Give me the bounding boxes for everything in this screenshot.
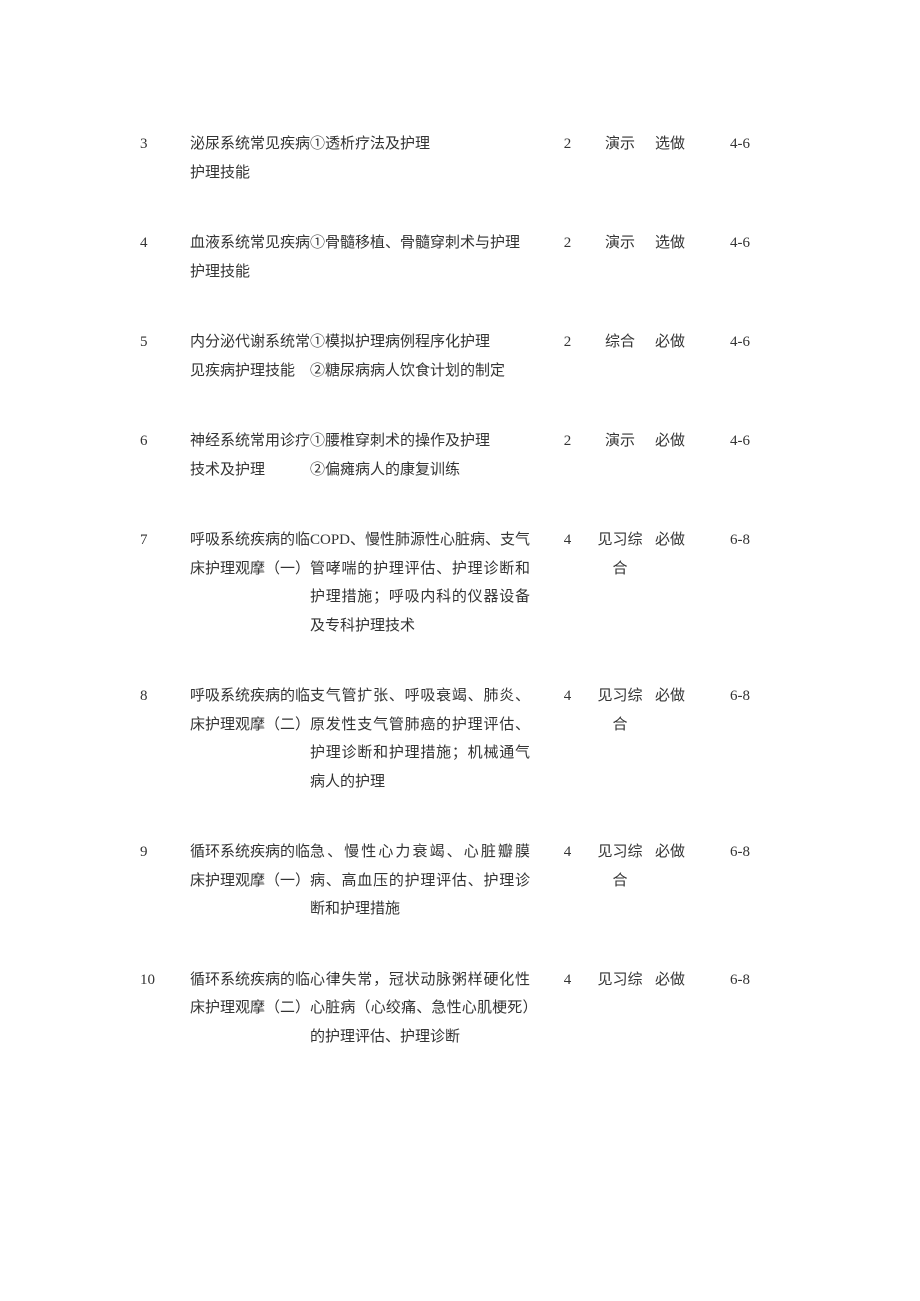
table-row: 10 循环系统疾病的临床护理观摩（二） 心律失常，冠状动脉粥样硬化性心脏病（心绞…	[140, 966, 785, 1052]
row-req: 必做	[645, 966, 695, 995]
row-number: 3	[140, 130, 190, 159]
row-type: 演示	[595, 229, 645, 258]
row-number: 8	[140, 682, 190, 711]
row-type: 见习综合	[595, 526, 645, 583]
table-row: 7 呼吸系统疾病的临床护理观摩（一） COPD、慢性肺源性心脏病、支气管哮喘的护…	[140, 526, 785, 640]
table-row: 9 循环系统疾病的临床护理观摩（一） 急、慢性心力衰竭、心脏瓣膜病、高血压的护理…	[140, 838, 785, 924]
content-line: ①模拟护理病例程序化护理	[310, 328, 530, 357]
row-content: 心律失常，冠状动脉粥样硬化性心脏病（心绞痛、急性心肌梗死）的护理评估、护理诊断	[310, 966, 540, 1052]
row-name: 呼吸系统疾病的临床护理观摩（一）	[190, 526, 310, 583]
row-number: 4	[140, 229, 190, 258]
row-req: 必做	[645, 526, 695, 555]
row-range: 6-8	[695, 682, 750, 711]
row-content: 急、慢性心力衰竭、心脏瓣膜病、高血压的护理评估、护理诊断和护理措施	[310, 838, 540, 924]
row-type: 见习综	[595, 966, 645, 995]
table-row: 5 内分泌代谢系统常见疾病护理技能 ①模拟护理病例程序化护理 ②糖尿病病人饮食计…	[140, 328, 785, 385]
row-type: 见习综合	[595, 682, 645, 739]
course-table: 3 泌尿系统常见疾病护理技能 ①透析疗法及护理 2 演示 选做 4-6 4 血液…	[140, 130, 785, 1051]
row-range: 6-8	[695, 838, 750, 867]
row-name: 泌尿系统常见疾病护理技能	[190, 130, 310, 187]
row-content: ①透析疗法及护理	[310, 130, 540, 159]
row-req: 必做	[645, 427, 695, 456]
row-name: 呼吸系统疾病的临床护理观摩（二）	[190, 682, 310, 739]
row-name: 内分泌代谢系统常见疾病护理技能	[190, 328, 310, 385]
content-line: ②偏瘫病人的康复训练	[310, 456, 530, 485]
row-hours: 4	[540, 838, 595, 867]
row-req: 必做	[645, 328, 695, 357]
row-range: 4-6	[695, 427, 750, 456]
row-content: ①腰椎穿刺术的操作及护理 ②偏瘫病人的康复训练	[310, 427, 540, 484]
row-hours: 2	[540, 229, 595, 258]
row-hours: 2	[540, 130, 595, 159]
table-row: 6 神经系统常用诊疗技术及护理 ①腰椎穿刺术的操作及护理 ②偏瘫病人的康复训练 …	[140, 427, 785, 484]
row-req: 选做	[645, 229, 695, 258]
row-content: COPD、慢性肺源性心脏病、支气管哮喘的护理评估、护理诊断和护理措施；呼吸内科的…	[310, 526, 540, 640]
row-hours: 2	[540, 328, 595, 357]
row-number: 5	[140, 328, 190, 357]
row-hours: 4	[540, 682, 595, 711]
row-number: 9	[140, 838, 190, 867]
table-row: 4 血液系统常见疾病护理技能 ①骨髓移植、骨髓穿刺术与护理 2 演示 选做 4-…	[140, 229, 785, 286]
row-name: 血液系统常见疾病护理技能	[190, 229, 310, 286]
row-number: 6	[140, 427, 190, 456]
row-range: 4-6	[695, 328, 750, 357]
row-content: ①骨髓移植、骨髓穿刺术与护理	[310, 229, 540, 258]
content-line: ①腰椎穿刺术的操作及护理	[310, 427, 530, 456]
row-name: 循环系统疾病的临床护理观摩（一）	[190, 838, 310, 895]
row-content: 支气管扩张、呼吸衰竭、肺炎、原发性支气管肺癌的护理评估、护理诊断和护理措施；机械…	[310, 682, 540, 796]
row-name: 神经系统常用诊疗技术及护理	[190, 427, 310, 484]
row-name: 循环系统疾病的临床护理观摩（二）	[190, 966, 310, 1023]
row-number: 10	[140, 966, 190, 995]
row-req: 必做	[645, 682, 695, 711]
row-range: 4-6	[695, 229, 750, 258]
row-hours: 2	[540, 427, 595, 456]
table-row: 3 泌尿系统常见疾病护理技能 ①透析疗法及护理 2 演示 选做 4-6	[140, 130, 785, 187]
row-type: 综合	[595, 328, 645, 357]
row-hours: 4	[540, 526, 595, 555]
row-number: 7	[140, 526, 190, 555]
row-range: 6-8	[695, 526, 750, 555]
row-type: 见习综合	[595, 838, 645, 895]
row-range: 6-8	[695, 966, 750, 995]
row-range: 4-6	[695, 130, 750, 159]
row-type: 演示	[595, 427, 645, 456]
row-content: ①模拟护理病例程序化护理 ②糖尿病病人饮食计划的制定	[310, 328, 540, 385]
row-req: 必做	[645, 838, 695, 867]
content-line: ②糖尿病病人饮食计划的制定	[310, 357, 530, 386]
row-type: 演示	[595, 130, 645, 159]
row-req: 选做	[645, 130, 695, 159]
row-hours: 4	[540, 966, 595, 995]
table-row: 8 呼吸系统疾病的临床护理观摩（二） 支气管扩张、呼吸衰竭、肺炎、原发性支气管肺…	[140, 682, 785, 796]
